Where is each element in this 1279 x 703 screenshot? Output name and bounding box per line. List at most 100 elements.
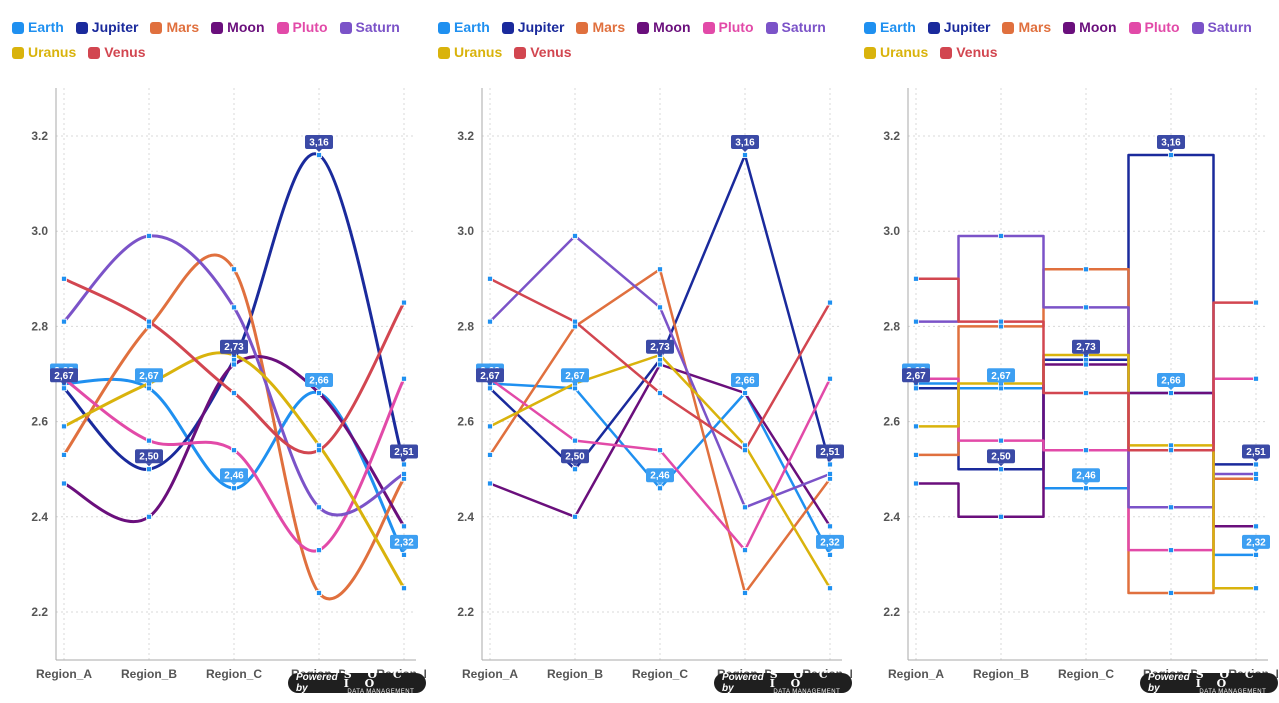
data-point[interactable] bbox=[61, 385, 67, 392]
data-point[interactable] bbox=[146, 437, 152, 444]
data-point[interactable] bbox=[231, 361, 237, 368]
powered-by-badge[interactable]: Powered by S O C I O DATA MANAGEMENT bbox=[1140, 669, 1278, 695]
data-point[interactable] bbox=[1083, 485, 1089, 492]
data-point[interactable] bbox=[401, 461, 407, 468]
data-point[interactable] bbox=[146, 318, 152, 325]
powered-by-badge[interactable]: Powered by S O C I O DATA MANAGEMENT bbox=[288, 669, 426, 695]
data-point[interactable] bbox=[572, 513, 578, 520]
data-point[interactable] bbox=[316, 447, 322, 454]
data-point[interactable] bbox=[742, 442, 748, 449]
legend-item-mars[interactable]: Mars bbox=[150, 18, 199, 37]
data-point[interactable] bbox=[1253, 375, 1259, 382]
legend-item-moon[interactable]: Moon bbox=[211, 18, 265, 37]
legend-item-venus[interactable]: Venus bbox=[514, 43, 571, 62]
data-point[interactable] bbox=[1083, 361, 1089, 368]
data-point[interactable] bbox=[1253, 471, 1259, 477]
data-point[interactable] bbox=[913, 452, 919, 458]
data-point[interactable] bbox=[316, 390, 322, 396]
data-point[interactable] bbox=[487, 423, 493, 430]
legend-item-mars[interactable]: Mars bbox=[576, 18, 625, 37]
data-point[interactable] bbox=[998, 513, 1004, 520]
legend-item-moon[interactable]: Moon bbox=[1063, 18, 1117, 37]
legend-item-earth[interactable]: Earth bbox=[438, 18, 490, 37]
data-point[interactable] bbox=[998, 437, 1004, 444]
data-point[interactable] bbox=[401, 471, 407, 477]
data-point[interactable] bbox=[572, 466, 578, 473]
data-point[interactable] bbox=[231, 266, 237, 273]
legend-item-saturn[interactable]: Saturn bbox=[765, 18, 826, 37]
data-point[interactable] bbox=[913, 385, 919, 392]
data-point[interactable] bbox=[487, 385, 493, 392]
data-point[interactable] bbox=[1168, 442, 1174, 449]
data-point[interactable] bbox=[316, 152, 322, 158]
data-point[interactable] bbox=[998, 466, 1004, 473]
data-point[interactable] bbox=[827, 523, 833, 530]
data-point[interactable] bbox=[1083, 356, 1089, 363]
data-point[interactable] bbox=[1168, 152, 1174, 158]
legend-item-mars[interactable]: Mars bbox=[1002, 18, 1051, 37]
data-point[interactable] bbox=[1253, 585, 1259, 592]
data-point[interactable] bbox=[487, 275, 493, 282]
data-point[interactable] bbox=[316, 504, 322, 511]
data-point[interactable] bbox=[1168, 390, 1174, 396]
legend-item-pluto[interactable]: Pluto bbox=[702, 18, 754, 37]
data-point[interactable] bbox=[998, 385, 1004, 392]
data-point[interactable] bbox=[827, 585, 833, 592]
data-point[interactable] bbox=[998, 318, 1004, 325]
data-point[interactable] bbox=[657, 356, 663, 363]
data-point[interactable] bbox=[1168, 590, 1174, 596]
data-point[interactable] bbox=[657, 361, 663, 368]
data-point[interactable] bbox=[827, 461, 833, 468]
data-point[interactable] bbox=[316, 547, 322, 554]
data-point[interactable] bbox=[827, 471, 833, 477]
data-point[interactable] bbox=[742, 590, 748, 596]
legend-item-jupiter[interactable]: Jupiter bbox=[75, 18, 138, 37]
data-point[interactable] bbox=[913, 318, 919, 325]
data-point[interactable] bbox=[231, 390, 237, 396]
data-point[interactable] bbox=[657, 390, 663, 396]
data-point[interactable] bbox=[61, 423, 67, 430]
data-point[interactable] bbox=[998, 323, 1004, 330]
data-point[interactable] bbox=[1253, 523, 1259, 530]
data-point[interactable] bbox=[742, 547, 748, 554]
data-point[interactable] bbox=[401, 375, 407, 382]
data-point[interactable] bbox=[1253, 475, 1259, 482]
data-point[interactable] bbox=[1083, 304, 1089, 311]
data-point[interactable] bbox=[572, 233, 578, 239]
data-point[interactable] bbox=[316, 442, 322, 449]
data-point[interactable] bbox=[572, 437, 578, 444]
data-point[interactable] bbox=[401, 523, 407, 530]
data-point[interactable] bbox=[231, 485, 237, 492]
legend-item-uranus[interactable]: Uranus bbox=[438, 43, 502, 62]
data-point[interactable] bbox=[146, 513, 152, 520]
data-point[interactable] bbox=[827, 551, 833, 558]
data-point[interactable] bbox=[1168, 547, 1174, 554]
data-point[interactable] bbox=[827, 375, 833, 382]
legend-item-venus[interactable]: Venus bbox=[940, 43, 997, 62]
data-point[interactable] bbox=[487, 452, 493, 458]
data-point[interactable] bbox=[401, 551, 407, 558]
data-point[interactable] bbox=[827, 475, 833, 482]
data-point[interactable] bbox=[657, 447, 663, 454]
legend-item-earth[interactable]: Earth bbox=[12, 18, 64, 37]
legend-item-uranus[interactable]: Uranus bbox=[12, 43, 76, 62]
data-point[interactable] bbox=[61, 318, 67, 325]
legend-item-venus[interactable]: Venus bbox=[88, 43, 145, 62]
legend-item-jupiter[interactable]: Jupiter bbox=[927, 18, 990, 37]
data-point[interactable] bbox=[231, 304, 237, 311]
data-point[interactable] bbox=[146, 466, 152, 473]
data-point[interactable] bbox=[913, 480, 919, 487]
data-point[interactable] bbox=[1253, 299, 1259, 306]
data-point[interactable] bbox=[572, 318, 578, 325]
data-point[interactable] bbox=[401, 585, 407, 592]
data-point[interactable] bbox=[827, 299, 833, 306]
data-point[interactable] bbox=[487, 318, 493, 325]
data-point[interactable] bbox=[657, 485, 663, 492]
data-point[interactable] bbox=[1168, 447, 1174, 454]
data-point[interactable] bbox=[572, 385, 578, 392]
data-point[interactable] bbox=[913, 423, 919, 430]
data-point[interactable] bbox=[146, 233, 152, 239]
data-point[interactable] bbox=[61, 480, 67, 487]
legend-item-pluto[interactable]: Pluto bbox=[276, 18, 328, 37]
legend-item-jupiter[interactable]: Jupiter bbox=[501, 18, 564, 37]
